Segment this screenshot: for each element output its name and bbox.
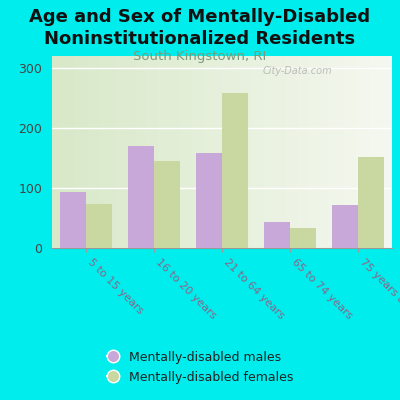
Bar	[222, 93, 248, 248]
Bar	[290, 228, 316, 248]
Bar	[128, 146, 154, 248]
Text: South Kingstown, RI: South Kingstown, RI	[133, 50, 267, 63]
Bar	[154, 161, 180, 248]
Bar	[86, 204, 112, 248]
Bar	[60, 192, 86, 248]
Bar	[332, 205, 358, 248]
Bar	[358, 157, 384, 248]
Text: City-Data.com: City-Data.com	[263, 66, 332, 76]
Bar	[196, 153, 222, 248]
Text: Age and Sex of Mentally-Disabled
Noninstitutionalized Residents: Age and Sex of Mentally-Disabled Noninst…	[30, 8, 370, 48]
Bar	[264, 222, 290, 248]
Legend: Mentally-disabled males, Mentally-disabled females: Mentally-disabled males, Mentally-disabl…	[100, 345, 300, 390]
